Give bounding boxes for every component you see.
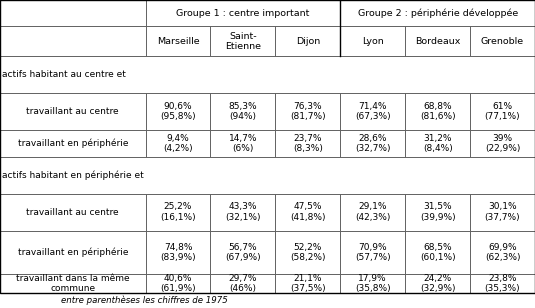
Bar bbox=[340, 26, 405, 56]
Text: 31,5%
(39,9%): 31,5% (39,9%) bbox=[420, 202, 455, 222]
Bar bbox=[146, 274, 210, 293]
Bar bbox=[0, 274, 146, 293]
Text: 21,1%
(37,5%): 21,1% (37,5%) bbox=[290, 274, 326, 293]
Text: 69,9%
(62,3%): 69,9% (62,3%) bbox=[485, 243, 521, 262]
Bar bbox=[210, 274, 276, 293]
Bar bbox=[210, 26, 276, 56]
Text: 56,7%
(67,9%): 56,7% (67,9%) bbox=[225, 243, 261, 262]
Bar bbox=[276, 26, 340, 56]
Text: Groupe 2 : périphérie développée: Groupe 2 : périphérie développée bbox=[357, 8, 518, 18]
Bar bbox=[210, 93, 276, 130]
Bar bbox=[0, 0, 146, 26]
Bar bbox=[340, 231, 405, 274]
Bar bbox=[146, 231, 210, 274]
Text: 14,7%
(6%): 14,7% (6%) bbox=[228, 134, 257, 153]
Text: 23,8%
(35,3%): 23,8% (35,3%) bbox=[485, 274, 521, 293]
Bar bbox=[470, 130, 535, 156]
Bar bbox=[405, 194, 470, 231]
Bar bbox=[405, 26, 470, 56]
Bar bbox=[340, 0, 535, 26]
Bar bbox=[470, 194, 535, 231]
Text: entre parenthèses les chiffres de 1975: entre parenthèses les chiffres de 1975 bbox=[61, 296, 228, 305]
Text: 17,9%
(35,8%): 17,9% (35,8%) bbox=[355, 274, 391, 293]
Bar bbox=[405, 274, 470, 293]
Bar bbox=[276, 194, 340, 231]
Text: actifs habitant en périphérie et: actifs habitant en périphérie et bbox=[2, 170, 144, 180]
Bar bbox=[340, 194, 405, 231]
Text: 24,2%
(32,9%): 24,2% (32,9%) bbox=[420, 274, 455, 293]
Text: 61%
(77,1%): 61% (77,1%) bbox=[485, 102, 521, 121]
Text: Lyon: Lyon bbox=[362, 37, 384, 46]
Text: 29,1%
(42,3%): 29,1% (42,3%) bbox=[355, 202, 391, 222]
Bar bbox=[470, 93, 535, 130]
Bar bbox=[146, 194, 210, 231]
Bar bbox=[340, 130, 405, 156]
Bar bbox=[405, 231, 470, 274]
Text: 76,3%
(81,7%): 76,3% (81,7%) bbox=[290, 102, 326, 121]
Text: 68,5%
(60,1%): 68,5% (60,1%) bbox=[420, 243, 455, 262]
Text: travaillant en périphérie: travaillant en périphérie bbox=[18, 248, 128, 257]
Text: 43,3%
(32,1%): 43,3% (32,1%) bbox=[225, 202, 261, 222]
Bar bbox=[0, 231, 146, 274]
Text: Dijon: Dijon bbox=[296, 37, 320, 46]
Bar bbox=[470, 231, 535, 274]
Bar bbox=[0, 93, 146, 130]
Bar bbox=[0, 56, 535, 93]
Bar bbox=[276, 93, 340, 130]
Bar bbox=[0, 194, 146, 231]
Text: actifs habitant au centre et: actifs habitant au centre et bbox=[2, 70, 126, 79]
Text: 25,2%
(16,1%): 25,2% (16,1%) bbox=[160, 202, 196, 222]
Text: 68,8%
(81,6%): 68,8% (81,6%) bbox=[420, 102, 455, 121]
Bar bbox=[405, 130, 470, 156]
Bar bbox=[146, 93, 210, 130]
Bar bbox=[470, 26, 535, 56]
Text: 28,6%
(32,7%): 28,6% (32,7%) bbox=[355, 134, 391, 153]
Bar bbox=[210, 231, 276, 274]
Text: travaillant en périphérie: travaillant en périphérie bbox=[18, 139, 128, 148]
Bar bbox=[0, 130, 146, 156]
Bar bbox=[146, 0, 340, 26]
Text: 71,4%
(67,3%): 71,4% (67,3%) bbox=[355, 102, 391, 121]
Text: 29,7%
(46%): 29,7% (46%) bbox=[228, 274, 257, 293]
Text: travaillant au centre: travaillant au centre bbox=[26, 107, 119, 116]
Text: 52,2%
(58,2%): 52,2% (58,2%) bbox=[290, 243, 326, 262]
Text: Saint-
Etienne: Saint- Etienne bbox=[225, 31, 261, 51]
Text: 9,4%
(4,2%): 9,4% (4,2%) bbox=[163, 134, 193, 153]
Text: 85,3%
(94%): 85,3% (94%) bbox=[228, 102, 257, 121]
Text: travaillant dans la même
commune: travaillant dans la même commune bbox=[16, 274, 129, 293]
Text: 74,8%
(83,9%): 74,8% (83,9%) bbox=[160, 243, 196, 262]
Bar bbox=[276, 130, 340, 156]
Text: Bordeaux: Bordeaux bbox=[415, 37, 460, 46]
Bar bbox=[340, 93, 405, 130]
Text: 23,7%
(8,3%): 23,7% (8,3%) bbox=[293, 134, 323, 153]
Text: 30,1%
(37,7%): 30,1% (37,7%) bbox=[485, 202, 521, 222]
Bar bbox=[146, 26, 210, 56]
Text: Grenoble: Grenoble bbox=[481, 37, 524, 46]
Text: 47,5%
(41,8%): 47,5% (41,8%) bbox=[290, 202, 326, 222]
Text: 39%
(22,9%): 39% (22,9%) bbox=[485, 134, 520, 153]
Bar bbox=[210, 130, 276, 156]
Bar bbox=[340, 274, 405, 293]
Text: Marseille: Marseille bbox=[157, 37, 200, 46]
Bar bbox=[146, 130, 210, 156]
Bar bbox=[405, 93, 470, 130]
Bar bbox=[470, 274, 535, 293]
Text: Groupe 1 : centre important: Groupe 1 : centre important bbox=[176, 9, 310, 18]
Text: 31,2%
(8,4%): 31,2% (8,4%) bbox=[423, 134, 453, 153]
Bar bbox=[0, 156, 535, 194]
Text: 40,6%
(61,9%): 40,6% (61,9%) bbox=[160, 274, 196, 293]
Text: 70,9%
(57,7%): 70,9% (57,7%) bbox=[355, 243, 391, 262]
Bar bbox=[0, 26, 146, 56]
Bar bbox=[210, 194, 276, 231]
Bar bbox=[276, 231, 340, 274]
Bar bbox=[276, 274, 340, 293]
Text: travaillant au centre: travaillant au centre bbox=[26, 208, 119, 217]
Text: 90,6%
(95,8%): 90,6% (95,8%) bbox=[160, 102, 196, 121]
